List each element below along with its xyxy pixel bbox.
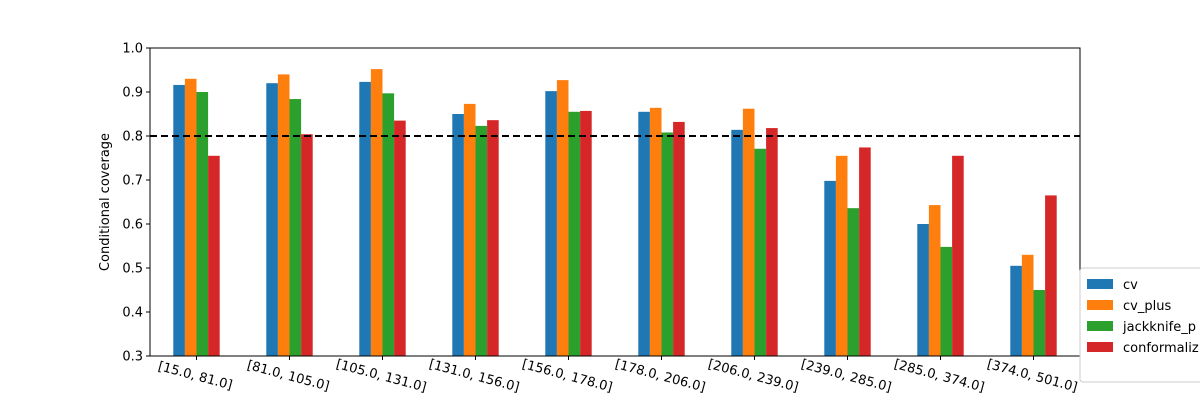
bar-conformalized-quantile-regression-6	[766, 128, 778, 356]
bar-cv-1	[266, 83, 278, 356]
y-tick-label: 0.5	[122, 262, 143, 277]
bar-cv-3	[452, 114, 464, 356]
bar-cv-plus-6	[742, 108, 755, 356]
x-tick-label: [285.0, 374.0]	[892, 357, 986, 396]
bar-cv-9	[1010, 265, 1022, 356]
bar-cv-plus-4	[556, 80, 569, 357]
x-tick-label: [206.0, 239.0]	[706, 357, 800, 396]
bar-jackknife-plus-6	[754, 148, 767, 356]
bar-cv-plus-0	[184, 78, 197, 357]
bar-jackknife-plus-5	[661, 132, 674, 356]
legend-label: cv_plus	[1123, 299, 1171, 314]
bar-cv-plus-8	[928, 205, 941, 356]
bar-cv-plus-2	[370, 69, 383, 357]
y-tick-label: 0.3	[122, 350, 143, 365]
legend-swatch	[1087, 279, 1113, 289]
bar-conformalized-quantile-regression-0	[208, 155, 220, 356]
bar-conformalized-quantile-regression-9	[1045, 195, 1057, 356]
y-tick-label: 0.7	[122, 174, 143, 189]
x-tick-label: [15.0, 81.0]	[156, 359, 234, 393]
bar-cv-2	[359, 81, 371, 356]
bar-jackknife-plus-3	[475, 125, 488, 356]
legend-label: cv	[1123, 278, 1138, 293]
legend-label: conformaliz	[1123, 341, 1199, 356]
bar-jackknife-plus-7	[847, 208, 860, 356]
legend-label: jackknife_p	[1122, 320, 1196, 335]
bar-conformalized-quantile-regression-3	[487, 120, 499, 356]
bar-jackknife-plus-9	[1033, 290, 1046, 356]
x-tick-label: [105.0, 131.0]	[334, 357, 428, 396]
legend-swatch	[1087, 300, 1113, 310]
x-tick-label: [156.0, 178.0]	[520, 357, 614, 396]
y-axis-label: Conditional coverage	[98, 133, 113, 271]
bar-jackknife-plus-1	[289, 99, 302, 356]
bar-cv-plus-1	[277, 74, 290, 357]
axes-layer	[149, 47, 1081, 357]
bar-conformalized-quantile-regression-1	[301, 134, 313, 356]
bar-cv-plus-5	[649, 107, 662, 356]
bar-cv-plus-3	[463, 103, 476, 356]
bar-conformalized-quantile-regression-4	[580, 110, 592, 356]
bar-cv-0	[173, 84, 185, 357]
y-tick-label: 0.9	[122, 86, 143, 101]
x-tick-label: [131.0, 156.0]	[427, 357, 521, 396]
bar-cv-4	[545, 91, 557, 357]
legend-box	[1079, 267, 1200, 383]
y-tick-label: 0.8	[122, 130, 143, 145]
bar-cv-7	[824, 180, 836, 356]
plot-frame	[149, 47, 1081, 357]
y-tick-label: 1.0	[122, 42, 143, 57]
x-tick-label: [239.0, 285.0]	[799, 357, 893, 396]
x-tick-label: [178.0, 206.0]	[613, 357, 707, 396]
y-tick-label: 0.4	[122, 306, 143, 321]
bar-conformalized-quantile-regression-5	[673, 121, 685, 356]
bar-cv-5	[638, 111, 650, 356]
legend: cv cv_plus jackknife_p conformaliz	[1079, 267, 1200, 383]
bar-cv-8	[917, 224, 929, 356]
bar-jackknife-plus-2	[382, 93, 395, 356]
legend-swatch	[1087, 321, 1113, 331]
y-tick-label: 0.6	[122, 218, 143, 233]
bars-layer	[173, 69, 1057, 357]
bar-cv-plus-9	[1021, 254, 1034, 356]
bar-jackknife-plus-8	[940, 246, 953, 356]
legend-swatch	[1087, 342, 1113, 352]
bar-conformalized-quantile-regression-7	[859, 147, 871, 356]
bar-jackknife-plus-4	[568, 111, 581, 356]
bar-conformalized-quantile-regression-2	[394, 120, 406, 356]
bar-cv-6	[731, 129, 743, 356]
x-tick-label: [374.0, 501.0]	[985, 357, 1079, 396]
bar-cv-plus-7	[835, 155, 848, 356]
x-tick-label: [81.0, 105.0]	[245, 358, 331, 394]
bar-conformalized-quantile-regression-8	[952, 155, 964, 356]
bar-jackknife-plus-0	[196, 92, 209, 356]
